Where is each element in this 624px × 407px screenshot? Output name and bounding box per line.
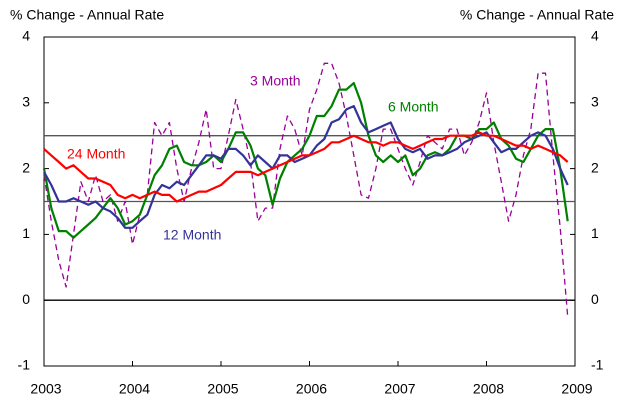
x-tick-label: 2006 <box>296 381 327 397</box>
y2-axis-label: % Change - Annual Rate <box>460 7 614 23</box>
series-line <box>42 82 569 239</box>
x-tick-label: 2004 <box>119 381 150 397</box>
y-tick-label: 3 <box>22 94 30 110</box>
y2-tick-label: -1 <box>591 357 604 373</box>
series-line <box>43 62 569 317</box>
y2-tick-label: 0 <box>591 291 599 307</box>
series-label: 3 Month <box>250 73 301 89</box>
series-line <box>43 131 569 203</box>
y-tick-label: 2 <box>22 159 30 175</box>
series-label: 6 Month <box>388 99 439 115</box>
x-tick-label: 2003 <box>30 381 61 397</box>
y-tick-label: 0 <box>22 291 30 307</box>
x-tick-label: 2005 <box>207 381 238 397</box>
y-tick-label: 4 <box>22 28 30 44</box>
series-line <box>43 105 569 229</box>
x-tick-label: 2007 <box>384 381 415 397</box>
x-tick-label: 2008 <box>473 381 504 397</box>
series-label: 12 Month <box>163 227 221 243</box>
y2-tick-label: 4 <box>591 28 599 44</box>
y-tick-label: 1 <box>22 225 30 241</box>
x-tick-label: 2009 <box>561 381 592 397</box>
y2-tick-label: 1 <box>591 225 599 241</box>
y-axis-label: % Change - Annual Rate <box>10 7 164 23</box>
y2-tick-label: 3 <box>591 94 599 110</box>
y2-tick-label: 2 <box>591 159 599 175</box>
series-label: 24 Month <box>67 146 125 162</box>
y-tick-label: -1 <box>18 357 31 373</box>
